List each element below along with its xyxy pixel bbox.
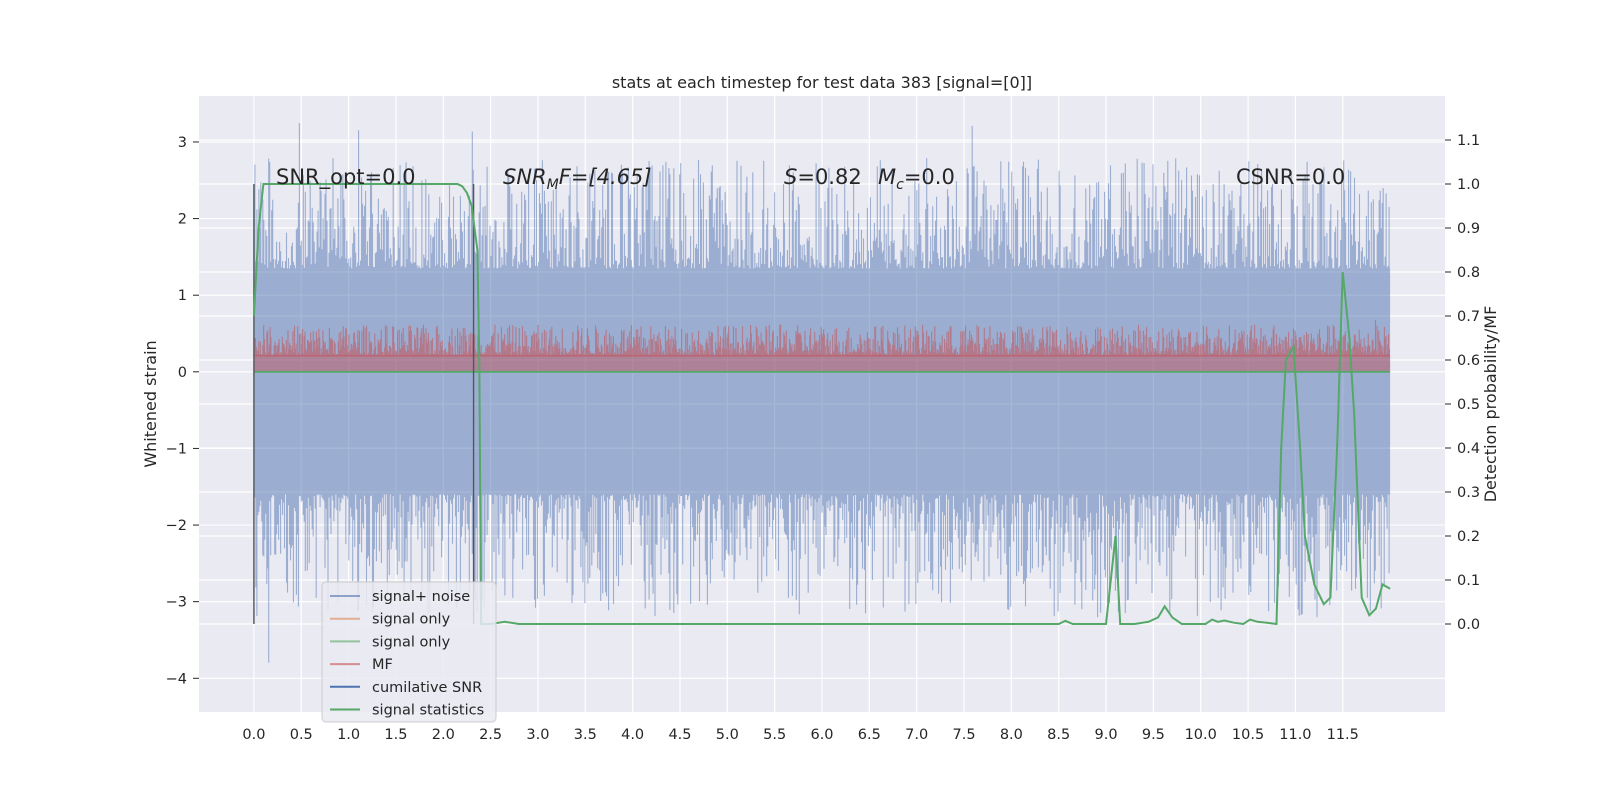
x-tick-label: 9.5	[1142, 727, 1165, 743]
y-axis-label: Whitened strain	[141, 340, 160, 467]
x-tick-label: 7.0	[905, 727, 928, 743]
mf-core	[253, 354, 1391, 372]
x-tick-label: 0.0	[242, 727, 265, 743]
annotation-snr-mf-tail: F=[4.65]	[559, 165, 652, 189]
y-tick-label: −2	[166, 518, 187, 534]
vertical-markers	[253, 184, 475, 624]
y-tick-label: −4	[166, 671, 187, 687]
signal-statistics-line	[252, 183, 1391, 626]
x-tick-label: 11.0	[1279, 727, 1311, 743]
y-tick-label: −3	[166, 595, 187, 611]
x-tick-label: 2.5	[479, 727, 502, 743]
y2-tick-label: 1.1	[1457, 133, 1480, 149]
x-tick-label: 4.5	[668, 727, 691, 743]
legend-entry: signal+ noise	[372, 589, 470, 605]
x-tick-label: 1.0	[337, 727, 360, 743]
annotation-snr-opt: SNR_opt=0.0	[276, 165, 416, 190]
legend-entry: signal only	[372, 612, 451, 628]
y2-tick-label: 0.1	[1457, 573, 1480, 589]
annotation-mc-sub: c	[896, 177, 904, 193]
y2-tick-label: 0.2	[1457, 529, 1480, 545]
x-tick-label: 5.0	[716, 727, 739, 743]
x-tick-label: 8.0	[1000, 727, 1023, 743]
y2-tick-label: 0.9	[1457, 221, 1480, 237]
y2-tick-label: 0.4	[1457, 441, 1480, 457]
mf-band	[253, 320, 1391, 372]
signal-statistics-path	[252, 183, 1391, 626]
y-tick-label: 1	[178, 288, 187, 304]
x-tick-label: 3.5	[574, 727, 597, 743]
x-tick-label: 8.5	[1047, 727, 1070, 743]
x-tick-label: 6.0	[810, 727, 833, 743]
signal-noise-core	[253, 268, 1391, 495]
annotation-mc: Mc=0.0	[878, 165, 955, 193]
legend-entry: cumilative SNR	[372, 680, 482, 696]
y2-tick-label: 0.6	[1457, 353, 1480, 369]
annotation-snr-mf: SNRMF=[4.65]	[503, 165, 652, 193]
y2-tick-label: 0.5	[1457, 397, 1480, 413]
x-tick-label: 7.5	[952, 727, 975, 743]
chart-title: stats at each timestep for test data 383…	[612, 73, 1032, 92]
y2-axis-label: Detection probability/MF	[1481, 306, 1500, 503]
annotation-mc-symbol: M	[878, 165, 896, 189]
legend: signal+ noise signal only signal only MF cum…	[321, 581, 497, 723]
legend-entry: signal statistics	[372, 703, 484, 719]
x-tick-label: 11.5	[1327, 727, 1359, 743]
x-tick-label: 0.5	[290, 727, 313, 743]
x-tick-label: 3.0	[526, 727, 549, 743]
x-tick-label: 6.5	[858, 727, 881, 743]
y2-tick-label: 1.0	[1457, 177, 1480, 193]
y2-tick-label: 0.3	[1457, 485, 1480, 501]
x-tick-label: 9.0	[1095, 727, 1118, 743]
x-tick-label: 10.0	[1185, 727, 1217, 743]
y2-tick-label: 0.7	[1457, 309, 1480, 325]
y-tick-label: 0	[178, 365, 187, 381]
signal-noise-band	[253, 123, 1391, 663]
legend-box	[321, 581, 497, 723]
y-tick-label: 2	[178, 212, 187, 228]
y2-tick-label: 0.0	[1457, 617, 1480, 633]
legend-entry: MF	[372, 657, 393, 673]
x-tick-label: 2.0	[432, 727, 455, 743]
annotation-s: S=0.82	[784, 165, 862, 189]
x-tick-label: 1.5	[384, 727, 407, 743]
annotation-csnr: CSNR=0.0	[1236, 165, 1345, 189]
annotation-s-symbol: S	[784, 165, 797, 189]
y2-tick-label: 0.8	[1457, 265, 1480, 281]
y-tick-label: 3	[178, 135, 187, 151]
x-tick-label: 10.5	[1232, 727, 1264, 743]
x-tick-label: 4.0	[621, 727, 644, 743]
annotation-snr-mf-sub: M	[547, 177, 559, 193]
y-tick-label: −1	[166, 441, 187, 457]
annotation-snr-mf-symbol: SNR	[503, 165, 547, 189]
ticks: 0.0 0.5 1.0 1.5 2.0 2.5 3.0 3.5 4.0 4.5 5.0 5.5 6.0 6…	[166, 133, 1480, 743]
annotation-mc-value: =0.0	[904, 165, 955, 189]
legend-entry: signal only	[372, 634, 451, 650]
annotation-s-value: =0.82	[797, 165, 861, 189]
x-tick-label: 5.5	[763, 727, 786, 743]
